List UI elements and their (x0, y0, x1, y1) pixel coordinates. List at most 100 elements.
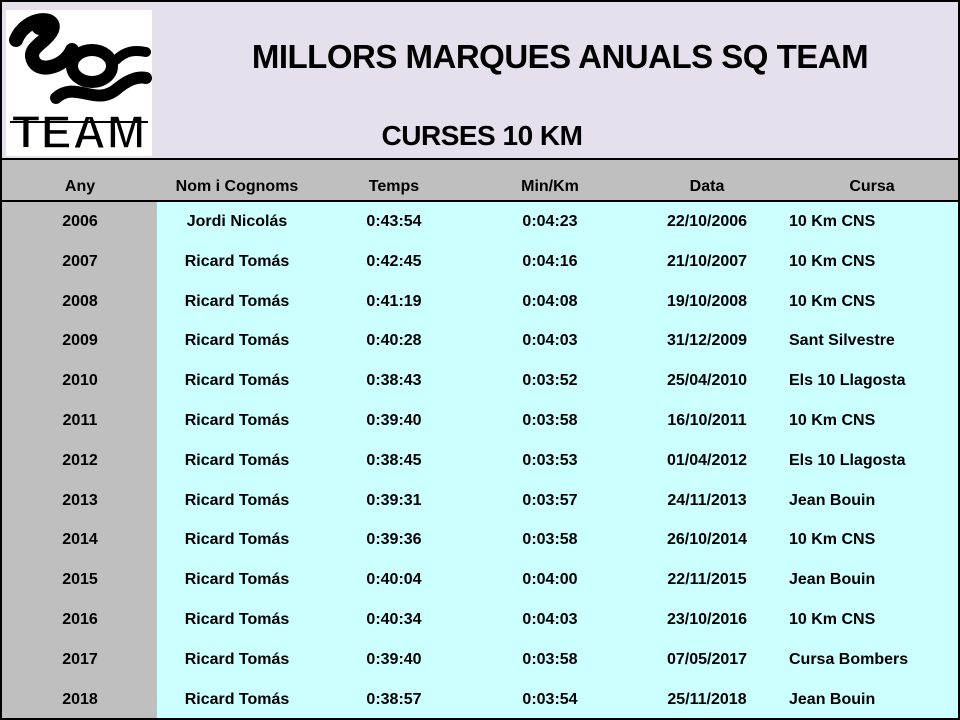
cell-time: 0:39:40 (366, 650, 422, 668)
column-header-date: Data (689, 178, 725, 195)
cell-date: 01/04/2012 (666, 451, 748, 469)
cell-time: 0:42:45 (366, 252, 422, 270)
cell-time: 0:38:57 (366, 690, 422, 708)
cell-date: 23/10/2016 (666, 610, 748, 628)
cell-year: 2016 (62, 610, 98, 628)
cell-time: 0:39:36 (366, 531, 422, 549)
table-row: 2010 Ricard Tomás 0:38:43 0:03:52 25/04/2010… (2, 361, 958, 401)
cell-name: Ricard Tomás (184, 252, 290, 270)
column-header-race: Cursa (849, 178, 895, 195)
cell-time: 0:40:28 (366, 332, 422, 350)
cell-name: Jordi Nicolás (186, 213, 288, 230)
cell-race: Els 10 Llagosta (789, 451, 906, 469)
cell-name: Ricard Tomás (184, 571, 290, 589)
table-row: 2012 Ricard Tomás 0:38:45 0:03:53 01/04/2012… (2, 441, 958, 481)
cell-name: Ricard Tomás (184, 531, 290, 549)
cell-year: 2010 (62, 372, 98, 390)
cell-year: 2007 (62, 252, 98, 270)
cell-time: 0:40:04 (366, 571, 422, 589)
cell-pace: 0:04:16 (522, 252, 578, 270)
cell-date: 19/10/2008 (666, 292, 748, 310)
cell-race: 10 Km CNS (789, 213, 876, 230)
cell-race: 10 Km CNS (789, 292, 876, 310)
cell-race: Els 10 Llagosta (789, 372, 906, 390)
cell-pace: 0:03:54 (522, 690, 578, 708)
cell-name: Ricard Tomás (184, 372, 290, 390)
cell-date: 25/11/2018 (667, 690, 747, 708)
cell-name: Ricard Tomás (184, 690, 290, 708)
cell-race: 10 Km CNS (789, 531, 876, 549)
table-row: 2013 Ricard Tomás 0:39:31 0:03:57 24/11/2013… (2, 481, 958, 521)
cell-race: Sant Silvestre (789, 332, 895, 350)
cell-time: 0:38:45 (366, 451, 422, 469)
cell-year: 2017 (62, 650, 98, 668)
table-row: 2014 Ricard Tomás 0:39:36 0:03:58 26/10/2014… (2, 520, 958, 560)
column-header-time: Temps (368, 178, 420, 195)
cell-year: 2014 (62, 531, 98, 549)
svg-text:TEAM: TEAM (12, 106, 146, 156)
table-row: 2016 Ricard Tomás 0:40:34 0:04:03 23/10/2016… (2, 600, 958, 640)
cell-date: 24/11/2013 (667, 491, 747, 509)
cell-pace: 0:03:53 (522, 451, 578, 469)
cell-date: 21/10/2007 (666, 252, 748, 270)
cell-year: 2013 (62, 491, 98, 509)
cell-race: 10 Km CNS (789, 252, 876, 270)
cell-pace: 0:04:03 (522, 332, 578, 350)
cell-year: 2018 (62, 690, 98, 708)
cell-year: 2015 (62, 571, 98, 589)
cell-name: Ricard Tomás (184, 292, 290, 310)
table-row: 2017 Ricard Tomás 0:39:40 0:03:58 07/05/2017… (2, 640, 958, 680)
cell-pace: 0:04:00 (522, 571, 578, 589)
cell-date: 26/10/2014 (666, 531, 748, 549)
records-table: 2006 Jordi Nicolás 0:43:54 0:04:23 22/10/200… (2, 202, 958, 719)
data-area-bg (157, 202, 958, 718)
cell-name: Ricard Tomás (184, 491, 290, 509)
cell-date: 22/10/2006 (666, 213, 748, 230)
cell-year: 2011 (62, 411, 98, 429)
page-subtitle: CURSES 10 KM (381, 120, 583, 151)
table-row: 2006 Jordi Nicolás 0:43:54 0:04:23 22/10/200… (2, 202, 958, 242)
cell-date: 22/11/2015 (667, 571, 747, 589)
cell-year: 2009 (62, 332, 98, 350)
column-header-year: Any (64, 178, 96, 195)
sq-team-logo: TEAM (6, 10, 152, 159)
cell-race: 10 Km CNS (789, 610, 876, 628)
table-row: 2008 Ricard Tomás 0:41:19 0:04:08 19/10/2008… (2, 282, 958, 322)
column-header-pace: Min/Km (521, 178, 579, 195)
cell-race: Cursa Bombers (789, 650, 909, 668)
table-row: 2015 Ricard Tomás 0:40:04 0:04:00 22/11/2015… (2, 560, 958, 600)
page-title: MILLORS MARQUES ANUALS SQ TEAM (251, 38, 869, 75)
cell-name: Ricard Tomás (184, 650, 290, 668)
cell-time: 0:38:43 (366, 372, 422, 390)
cell-pace: 0:04:03 (522, 610, 578, 628)
cell-year: 2006 (62, 213, 98, 230)
table-row: 2018 Ricard Tomás 0:38:57 0:03:54 25/11/2018… (2, 680, 958, 720)
cell-pace: 0:04:08 (522, 292, 578, 310)
cell-time: 0:43:54 (366, 213, 422, 230)
cell-date: 31/12/2009 (666, 332, 748, 350)
table-row: 2009 Ricard Tomás 0:40:28 0:04:03 31/12/2009… (2, 321, 958, 361)
cell-pace: 0:03:57 (522, 491, 578, 509)
table-row: 2011 Ricard Tomás 0:39:40 0:03:58 16/10/2011… (2, 401, 958, 441)
cell-name: Ricard Tomás (184, 610, 290, 628)
cell-race: 10 Km CNS (789, 411, 876, 429)
cell-date: 25/04/2010 (666, 372, 748, 390)
cell-year: 2012 (62, 451, 98, 469)
cell-race: Jean Bouin (789, 571, 876, 589)
cell-pace: 0:03:58 (522, 411, 578, 429)
table-row: 2007 Ricard Tomás 0:42:45 0:04:16 21/10/2007… (2, 242, 958, 282)
column-header-row: Any Nom i Cognoms Temps Min/Km Data Curs… (2, 160, 958, 202)
cell-time: 0:41:19 (366, 292, 422, 310)
column-header-name: Nom i Cognoms (175, 178, 299, 195)
cell-time: 0:40:34 (366, 610, 422, 628)
cell-year: 2008 (62, 292, 98, 310)
year-column-bg (2, 202, 157, 718)
cell-date: 07/05/2017 (666, 650, 748, 668)
cell-name: Ricard Tomás (184, 451, 290, 469)
cell-name: Ricard Tomás (184, 332, 290, 350)
cell-pace: 0:03:58 (522, 531, 578, 549)
cell-pace: 0:03:52 (522, 372, 578, 390)
cell-date: 16/10/2011 (667, 411, 747, 429)
cell-time: 0:39:31 (366, 491, 422, 509)
cell-time: 0:39:40 (366, 411, 422, 429)
